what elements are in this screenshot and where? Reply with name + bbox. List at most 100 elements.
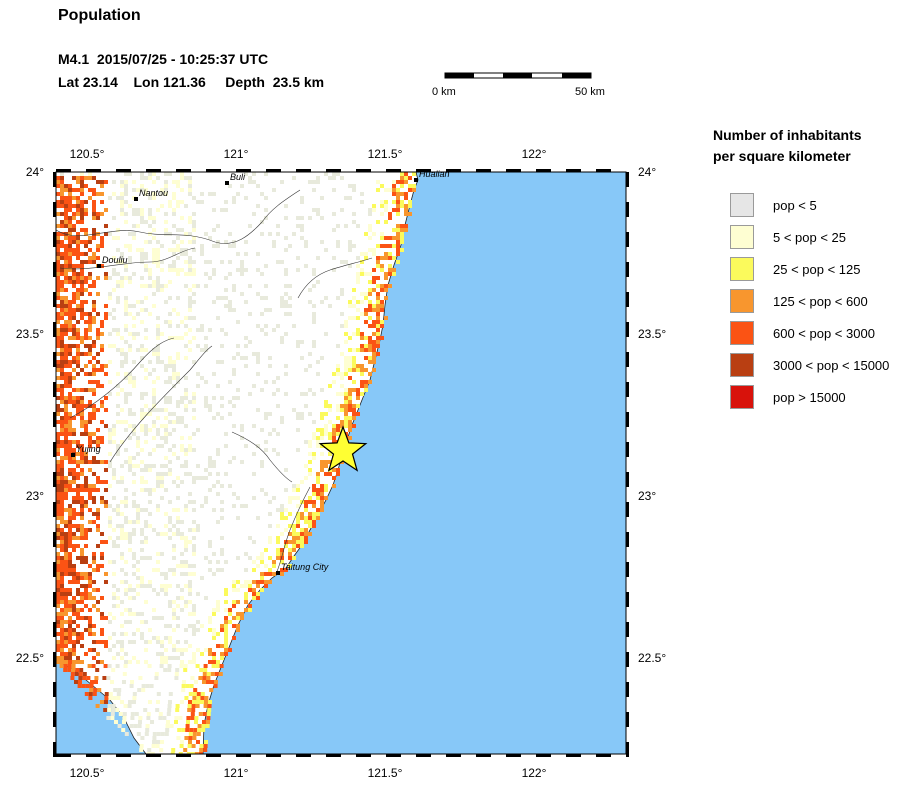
legend-label: pop < 5 <box>773 198 817 213</box>
frame-segment <box>53 652 56 667</box>
city-marker <box>225 181 229 185</box>
frame-segment <box>626 472 629 487</box>
city-marker <box>71 453 75 457</box>
frame-segment <box>176 169 191 172</box>
frame-segment <box>386 754 401 757</box>
city-label: Hualian <box>419 169 450 179</box>
frame-segment <box>626 352 629 367</box>
legend-title-line1: Number of inhabitants <box>713 127 862 143</box>
scale-left-label: 0 km <box>432 86 456 98</box>
frame-segment <box>56 754 71 757</box>
frame-segment <box>53 532 56 547</box>
frame-segment <box>566 169 581 172</box>
frame-segment <box>626 622 629 637</box>
frame-segment <box>266 754 281 757</box>
frame-segment <box>626 202 629 217</box>
frame-segment <box>296 754 311 757</box>
frame-segment <box>206 169 221 172</box>
frame-segment <box>53 472 56 487</box>
legend-swatch <box>730 353 754 377</box>
frame-segment <box>626 382 629 397</box>
city-label: Taitung City <box>281 562 329 572</box>
frame-segment <box>53 682 56 697</box>
frame-segment <box>626 592 629 607</box>
city-marker <box>414 178 418 182</box>
frame-segment <box>53 232 56 247</box>
right-lat-label: 23.5° <box>638 327 666 341</box>
legend-label: 125 < pop < 600 <box>773 294 868 309</box>
legend-swatch <box>730 385 754 409</box>
left-lat-label: 23° <box>26 489 44 503</box>
frame-segment <box>53 352 56 367</box>
frame-segment <box>326 754 341 757</box>
frame-segment <box>626 652 629 667</box>
frame-segment <box>116 169 131 172</box>
city-label: Yujing <box>76 444 101 454</box>
legend-item: 3000 < pop < 15000 <box>730 353 900 377</box>
frame-segment <box>53 742 56 757</box>
frame-segment <box>626 292 629 307</box>
city-label: Nantou <box>139 188 168 198</box>
legend-swatch <box>730 289 754 313</box>
frame-segment <box>596 754 611 757</box>
frame-segment <box>626 712 629 727</box>
bottom-lon-label: 122° <box>522 766 547 780</box>
legend-label: 25 < pop < 125 <box>773 262 861 277</box>
frame-segment <box>146 169 161 172</box>
frame-segment <box>56 169 71 172</box>
frame-ticks <box>53 169 629 757</box>
population-cells <box>56 172 416 754</box>
legend-label: 3000 < pop < 15000 <box>773 358 890 373</box>
top-lon-label: 122° <box>522 147 547 161</box>
frame-segment <box>596 169 611 172</box>
right-lat-label: 22.5° <box>638 651 666 665</box>
frame-segment <box>236 169 251 172</box>
map-body <box>56 172 626 754</box>
frame-segment <box>356 169 371 172</box>
frame-segment <box>626 322 629 337</box>
top-lon-label: 121.5° <box>368 147 403 161</box>
scale-bar: 0 km 50 km <box>430 68 620 104</box>
frame-segment <box>506 169 521 172</box>
frame-segment <box>446 754 461 757</box>
event-location-depth: Lat 23.14 Lon 121.36 Depth 23.5 km <box>58 74 325 90</box>
map-title: Population <box>58 7 141 24</box>
frame-segment <box>626 412 629 427</box>
frame-segment <box>626 742 629 757</box>
right-lat-label: 23° <box>638 489 656 503</box>
frame-segment <box>626 502 629 517</box>
scale-right-label: 50 km <box>575 86 605 98</box>
frame-segment <box>236 754 251 757</box>
legend-label: pop > 15000 <box>773 390 846 405</box>
frame-segment <box>566 754 581 757</box>
tick-labels: 120.5° 121° 121.5° 122° 120.5° 121° 121.5° 122°… <box>16 147 667 780</box>
frame-segment <box>326 169 341 172</box>
legend-item: 125 < pop < 600 <box>730 289 900 313</box>
legend-item: pop > 15000 <box>730 385 900 409</box>
frame-segment <box>536 169 551 172</box>
legend-item: pop < 5 <box>730 193 900 217</box>
frame-segment <box>176 754 191 757</box>
frame-segment <box>536 754 551 757</box>
top-lon-label: 121° <box>224 147 249 161</box>
frame-segment <box>116 754 131 757</box>
frame-segment <box>53 592 56 607</box>
frame-segment <box>626 232 629 247</box>
frame-segment <box>416 169 431 172</box>
frame-segment <box>446 169 461 172</box>
legend-label: 5 < pop < 25 <box>773 230 847 245</box>
frame-segment <box>386 169 401 172</box>
legend-swatch <box>730 321 754 345</box>
frame-segment <box>206 754 221 757</box>
event-magnitude-time: M4.1 2015/07/25 - 10:25:37 UTC <box>58 51 269 67</box>
legend-item: 25 < pop < 125 <box>730 257 900 281</box>
bottom-lon-label: 121° <box>224 766 249 780</box>
left-lat-label: 24° <box>26 165 44 179</box>
legend-label: 600 < pop < 3000 <box>773 326 875 341</box>
city-markers: Nantou Buli Hualian Douliu Yujing Taitung Cit… <box>71 169 450 575</box>
frame-segment <box>53 322 56 337</box>
frame-segment <box>626 682 629 697</box>
frame-segment <box>626 532 629 547</box>
legend-item: 5 < pop < 25 <box>730 225 900 249</box>
frame-segment <box>266 169 281 172</box>
